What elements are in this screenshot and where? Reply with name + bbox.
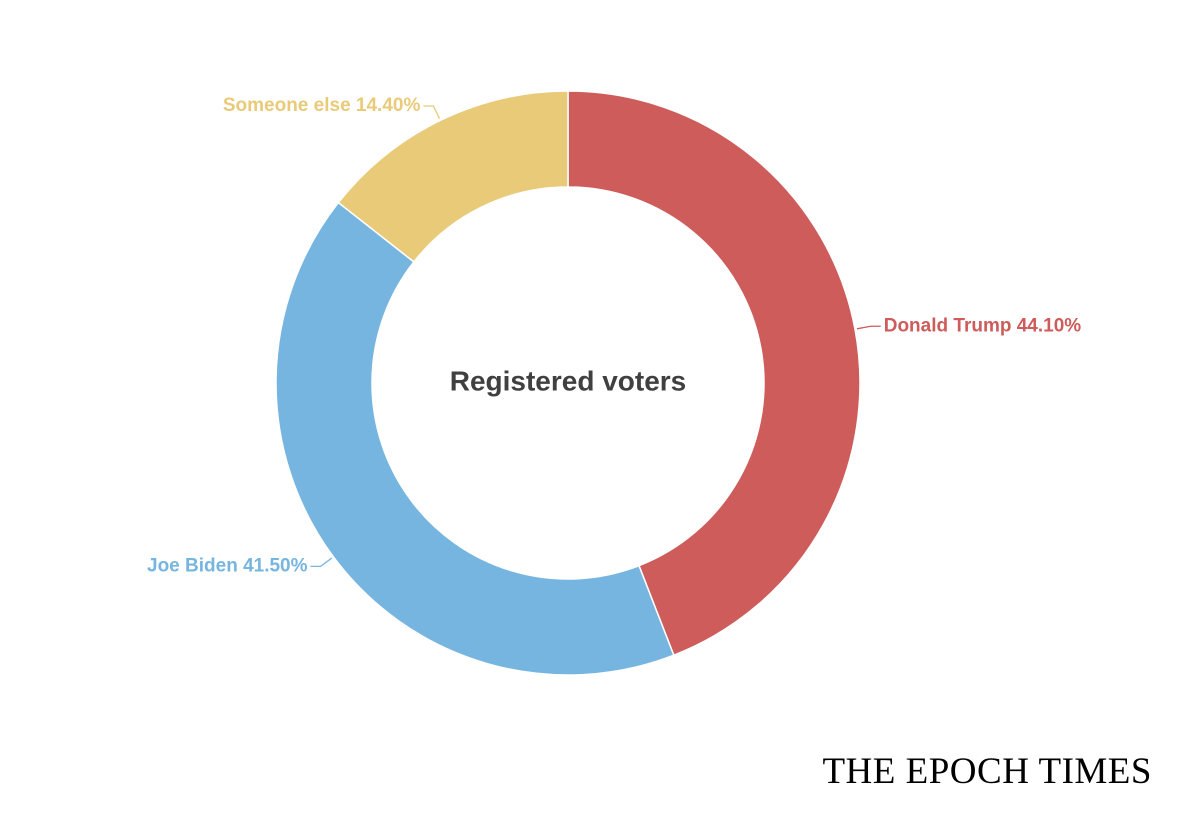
leader-line-donald-trump <box>856 325 881 330</box>
slice-someone-else <box>337 90 569 263</box>
publisher-logo: THE EPOCH TIMES <box>822 751 1152 792</box>
slice-label-joe-biden: Joe Biden 41.50% <box>147 555 308 576</box>
slice-labels-layer: Donald Trump 44.10% Joe Biden 41.50% Someo… <box>147 95 1081 576</box>
chart-center-title: Registered voters <box>450 365 687 396</box>
slices-layer <box>275 90 861 676</box>
leader-line-someone-else <box>423 105 441 119</box>
leader-line-joe-biden <box>310 557 333 568</box>
slice-label-someone-else: Someone else 14.40% <box>223 95 421 116</box>
slice-label-donald-trump: Donald Trump 44.10% <box>884 315 1082 336</box>
leader-lines-layer <box>310 105 881 568</box>
slice-joe-biden <box>275 201 675 676</box>
slice-donald-trump <box>567 90 861 657</box>
